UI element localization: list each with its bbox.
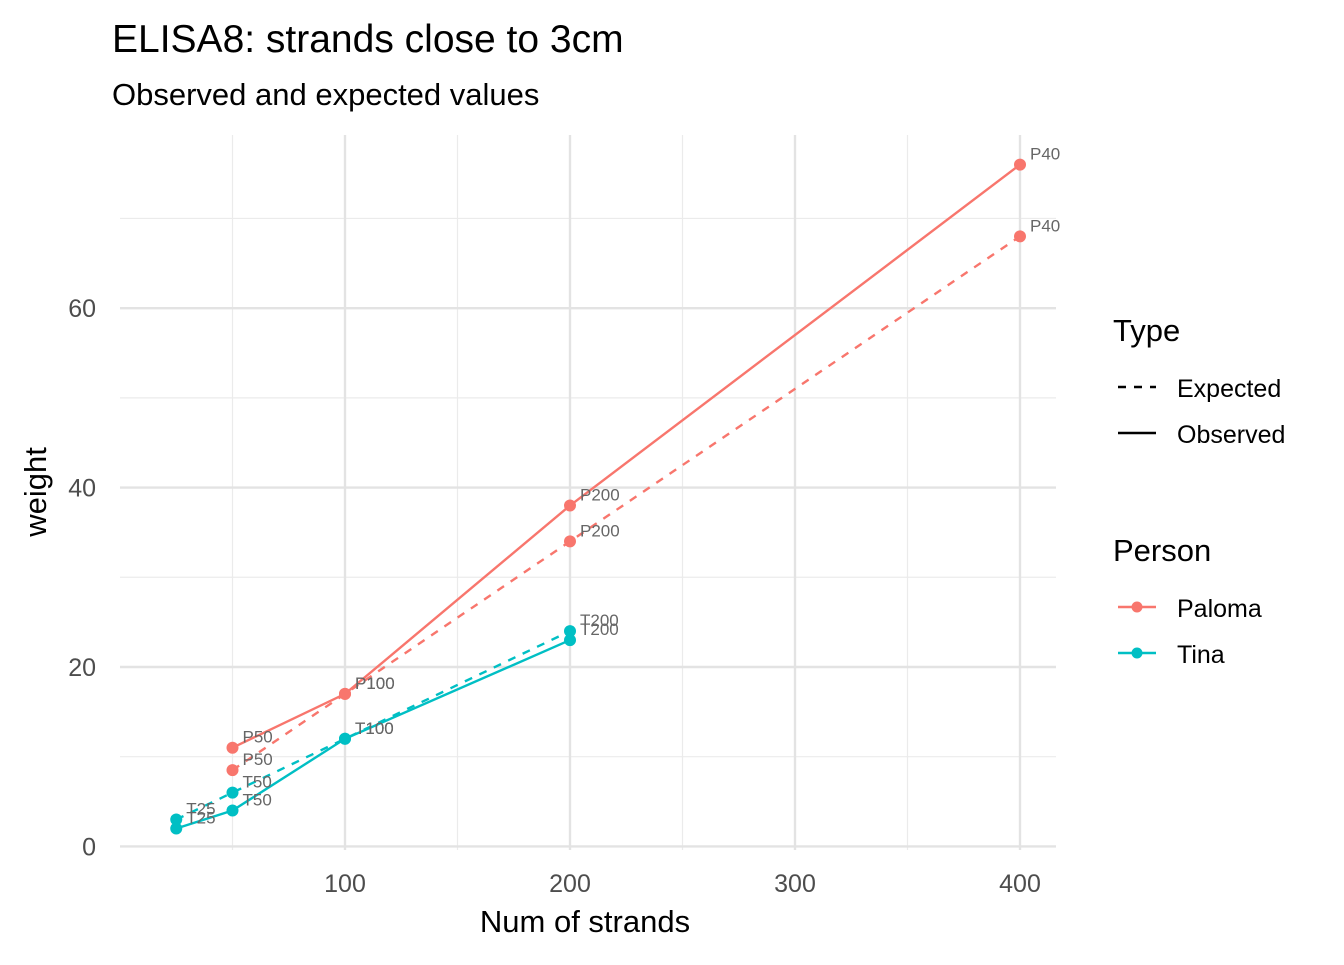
legend-person: Person Paloma Tina	[1113, 533, 1262, 669]
y-tick-label: 0	[82, 833, 96, 861]
data-point-paloma-expected	[1014, 230, 1026, 243]
x-tick-label: 100	[324, 870, 366, 898]
series-line-paloma-observed	[231, 163, 1021, 749]
legend-type-title: Type	[1113, 313, 1180, 348]
data-point-paloma-expected	[226, 764, 239, 777]
grid-layer	[120, 135, 1056, 850]
point-label-paloma-expected: P50	[243, 750, 273, 769]
data-point-paloma-observed	[226, 741, 239, 754]
legend-observed-label: Observed	[1177, 421, 1285, 449]
point-label-tina-observed: T200	[580, 620, 619, 639]
data-point-tina-expected	[170, 813, 183, 826]
point-label-paloma-expected: P40	[1030, 216, 1060, 235]
tick-labels-layer: 100 200 300 400 0 20 40 60	[68, 295, 1041, 898]
y-axis-label: weight	[18, 447, 53, 538]
data-point-paloma-observed	[1014, 158, 1026, 171]
y-tick-label: 20	[68, 654, 96, 682]
y-tick-label: 60	[68, 295, 96, 323]
point-label-paloma-observed: P40	[1030, 145, 1060, 164]
series-line-paloma-expected	[231, 235, 1021, 772]
legend-paloma-label: Paloma	[1177, 595, 1262, 623]
point-label-tina-observed: T100	[355, 719, 394, 738]
data-point-tina-expected	[226, 786, 239, 799]
legend-person-title: Person	[1113, 533, 1211, 568]
legend-tina-label: Tina	[1177, 641, 1225, 669]
chart-subtitle: Observed and expected values	[112, 77, 539, 112]
legend-tina-swatch-point	[1131, 647, 1143, 659]
point-label-tina-expected: T100	[355, 719, 394, 738]
legend-expected-label: Expected	[1177, 375, 1281, 403]
legend-paloma-swatch-point	[1131, 601, 1143, 613]
chart-title: ELISA8: strands close to 3cm	[112, 18, 624, 61]
point-label-tina-observed: T25	[186, 808, 215, 827]
x-tick-label: 400	[999, 870, 1041, 898]
point-label-tina-observed: T50	[243, 791, 272, 810]
legend-type: Type Expected Observed	[1113, 313, 1285, 449]
series-layer	[175, 163, 1021, 830]
data-point-tina-observed	[226, 804, 239, 817]
series-line-tina-observed	[175, 638, 571, 830]
point-label-tina-expected: T50	[243, 773, 272, 792]
x-axis-label: Num of strands	[480, 904, 690, 939]
point-label-paloma-observed: P50	[243, 728, 273, 747]
point-label-paloma-expected: P200	[580, 521, 620, 540]
points-layer	[170, 158, 1026, 835]
data-point-tina-expected	[564, 625, 576, 638]
y-tick-label: 40	[68, 475, 96, 503]
point-label-tina-expected: T200	[580, 611, 619, 630]
data-point-paloma-observed	[564, 499, 576, 512]
point-label-paloma-expected: P100	[355, 674, 395, 693]
data-point-paloma-expected	[564, 535, 576, 548]
point-label-tina-expected: T25	[186, 799, 215, 818]
data-point-tina-observed	[564, 634, 576, 647]
x-tick-label: 300	[774, 870, 816, 898]
data-point-tina-observed	[170, 822, 183, 835]
x-tick-label: 200	[549, 870, 591, 898]
point-label-paloma-observed: P100	[355, 674, 395, 693]
series-line-tina-expected	[175, 630, 571, 821]
point-label-paloma-observed: P200	[580, 486, 620, 505]
point-labels-layer: P50P100P200P40T25T50T100T200P50P100P200P…	[186, 145, 1060, 828]
data-point-paloma-observed	[339, 687, 351, 700]
data-point-tina-observed	[339, 732, 351, 745]
